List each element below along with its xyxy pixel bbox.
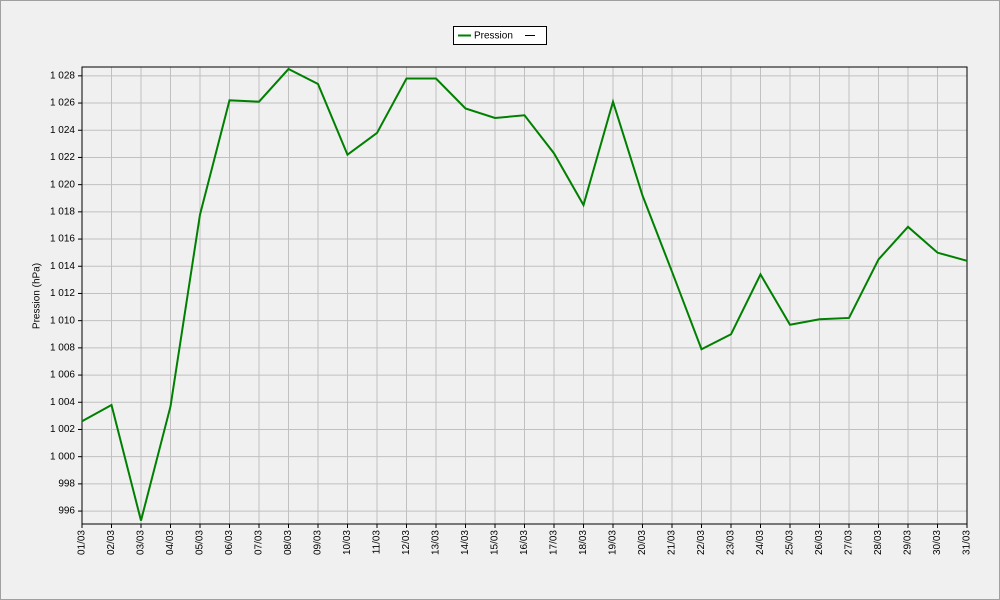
y-tick-label: 1 010 [50,315,75,326]
y-tick-label: 1 006 [50,370,75,381]
x-tick-label: 30/03 [932,530,943,555]
x-tick-label: 04/03 [165,530,176,555]
x-tick-label: 07/03 [254,530,265,555]
x-tick-label: 13/03 [431,530,442,555]
y-tick-label: 1 000 [50,451,75,462]
x-tick-label: 12/03 [401,530,412,555]
x-tick-label: 21/03 [667,530,678,555]
x-tick-label: 08/03 [283,530,294,555]
x-tick-label: 14/03 [460,530,471,555]
y-axis-label: Pression (hPa) [32,263,43,329]
x-tick-label: 10/03 [342,530,353,555]
x-tick-label: 31/03 [962,530,973,555]
x-tick-label: 28/03 [873,530,884,555]
x-tick-label: 17/03 [549,530,560,555]
y-tick-label: 1 008 [50,343,75,354]
x-tick-label: 11/03 [372,530,383,555]
x-tick-label: 18/03 [578,530,589,555]
x-tick-label: 22/03 [696,530,707,555]
x-tick-label: 09/03 [313,530,324,555]
legend-box [453,26,547,45]
x-tick-label: 16/03 [519,530,530,555]
x-tick-label: 20/03 [637,530,648,555]
y-tick-label: 1 022 [50,152,75,163]
y-tick-label: 1 024 [50,125,75,136]
x-tick-label: 03/03 [136,530,147,555]
x-tick-label: 15/03 [490,530,501,555]
x-tick-label: 25/03 [785,530,796,555]
x-tick-label: 02/03 [106,530,117,555]
plot-border [81,66,968,525]
y-tick-label: 1 002 [50,424,75,435]
x-tick-label: 29/03 [903,530,914,555]
y-tick-label: 1 020 [50,179,75,190]
y-tick-label: 996 [58,506,75,517]
y-tick-label: 1 026 [50,98,75,109]
x-tick-label: 26/03 [814,530,825,555]
x-tick-label: 05/03 [195,530,206,555]
x-tick-label: 27/03 [844,530,855,555]
y-tick-label: 1 016 [50,234,75,245]
y-tick-label: 1 028 [50,70,75,81]
x-tick-label: 06/03 [224,530,235,555]
y-tick-label: 998 [58,479,75,490]
y-tick-label: 1 018 [50,206,75,217]
x-tick-label: 24/03 [755,530,766,555]
x-tick-label: 19/03 [608,530,619,555]
y-tick-label: 1 004 [50,397,75,408]
legend-label: Pression [474,31,513,42]
data-line [81,67,968,521]
y-tick-label: 1 014 [50,261,75,272]
x-tick-label: 01/03 [77,530,88,555]
x-tick-label: 23/03 [726,530,737,555]
legend[interactable]: Pression [453,26,547,45]
y-tick-label: 1 012 [50,288,75,299]
